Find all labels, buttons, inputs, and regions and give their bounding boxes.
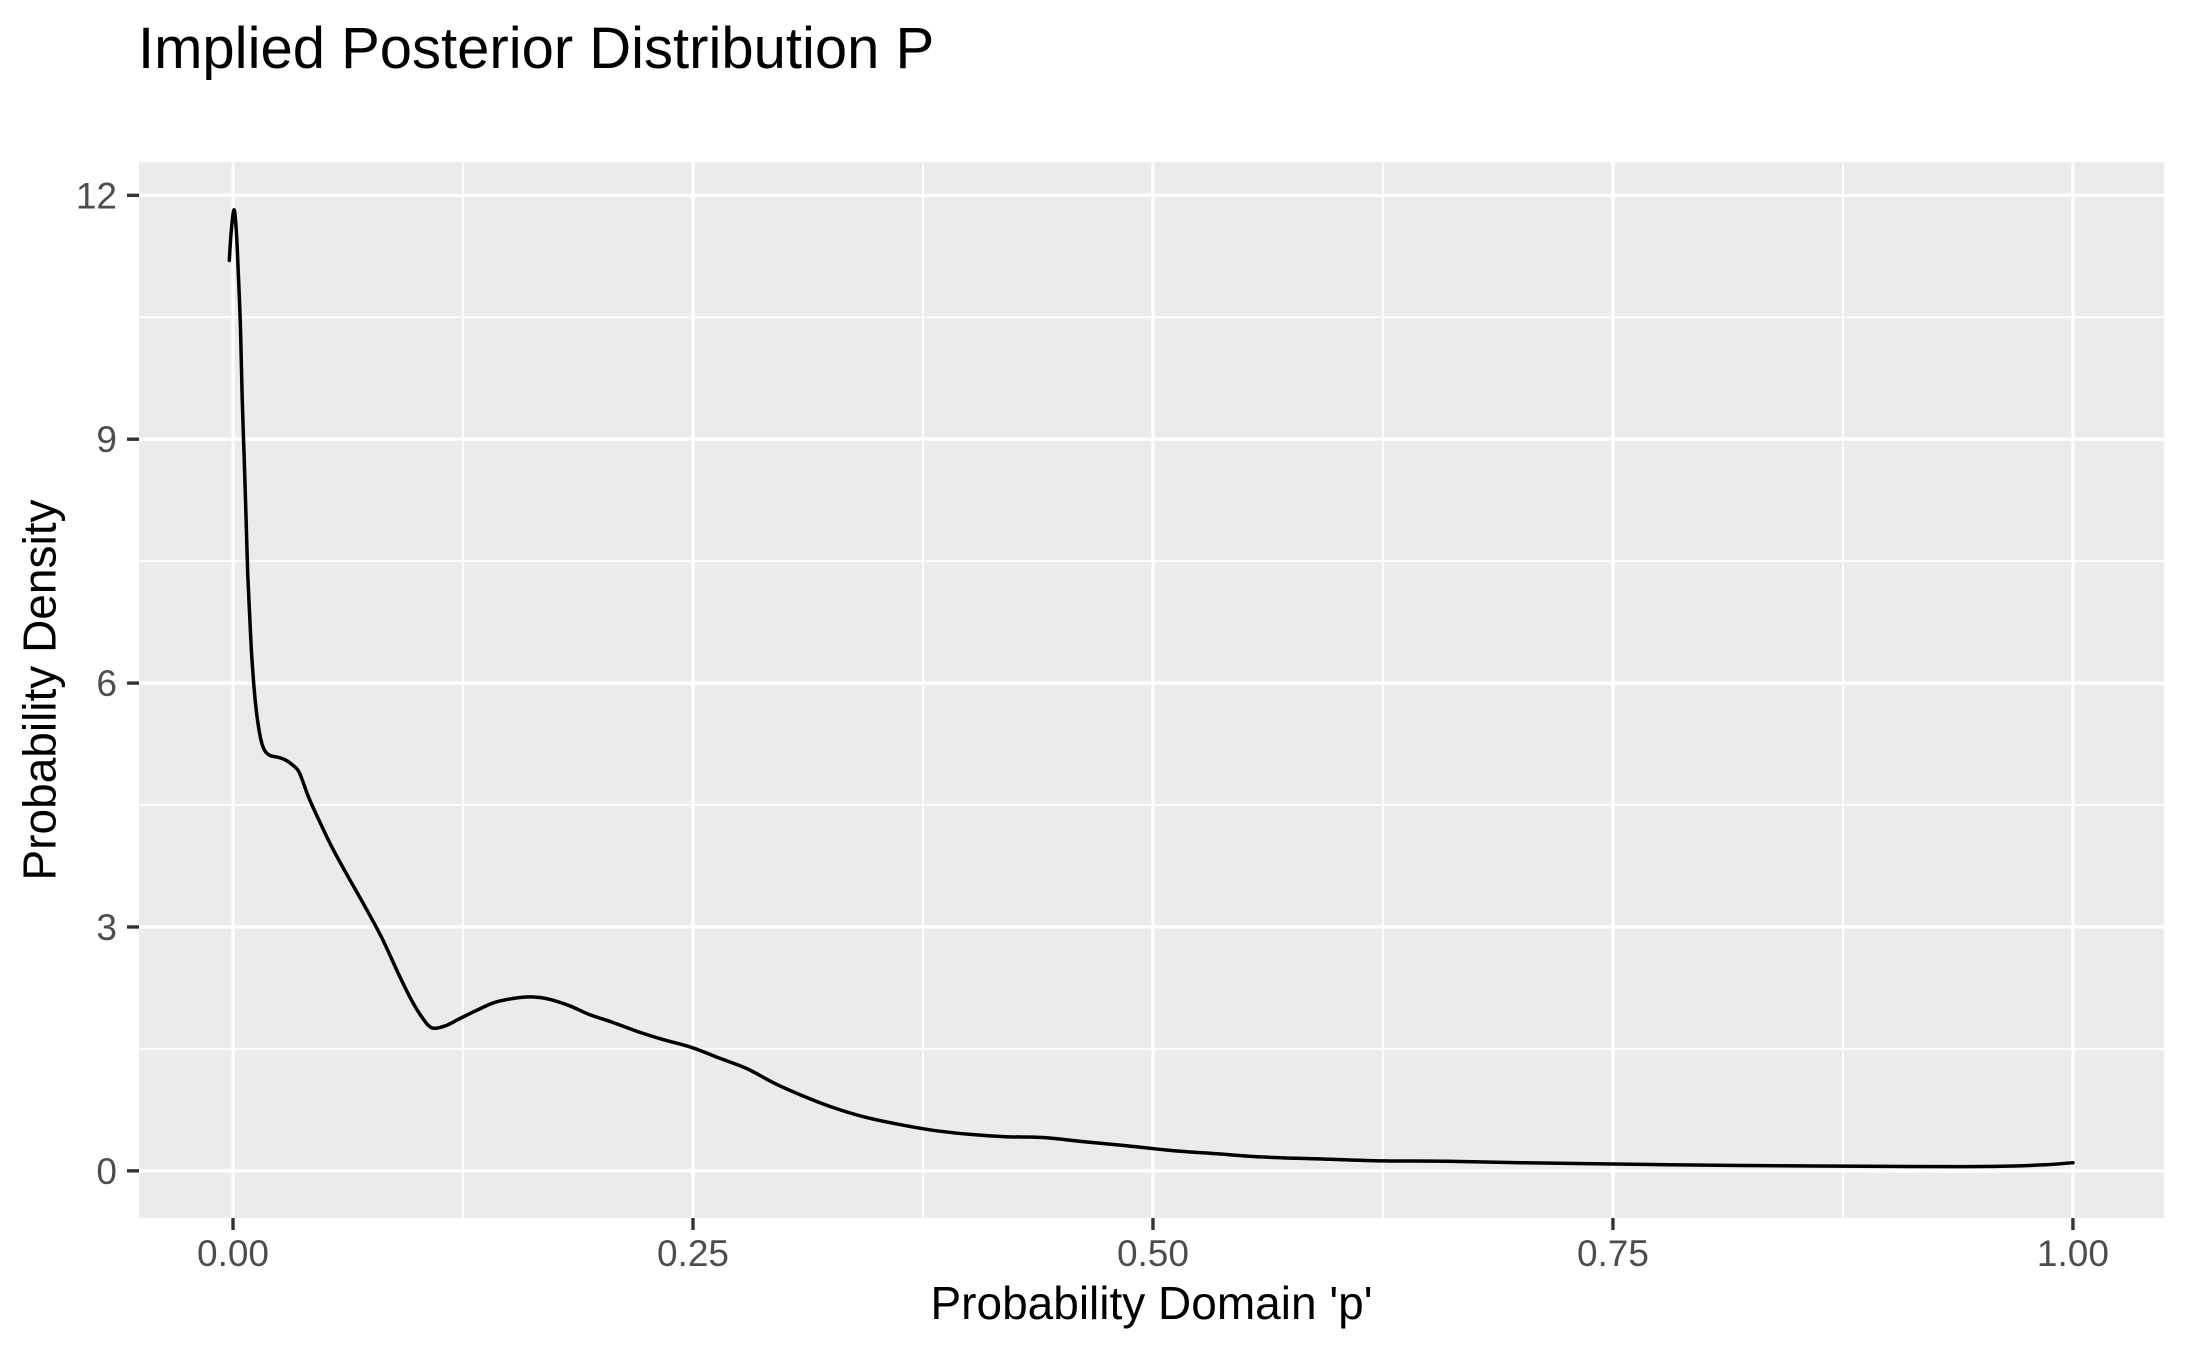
y-tick-label: 12	[76, 175, 117, 216]
x-tick-label: 0.75	[1577, 1233, 1649, 1274]
x-tick-label: 0.00	[197, 1233, 269, 1274]
y-tick-label: 0	[96, 1151, 117, 1192]
chart-title: Implied Posterior Distribution P	[138, 16, 935, 81]
y-tick-label: 6	[96, 663, 117, 704]
x-axis-title: Probability Domain 'p'	[930, 1277, 1373, 1329]
y-tick-label: 9	[96, 419, 117, 460]
y-axis-title: Probability Density	[13, 499, 66, 881]
density-curve	[227, 208, 2075, 1169]
x-tick-label: 0.25	[657, 1233, 729, 1274]
y-tick-label: 3	[96, 907, 117, 948]
x-tick-label: 0.50	[1117, 1233, 1189, 1274]
x-tick-label: 1.00	[2037, 1233, 2109, 1274]
